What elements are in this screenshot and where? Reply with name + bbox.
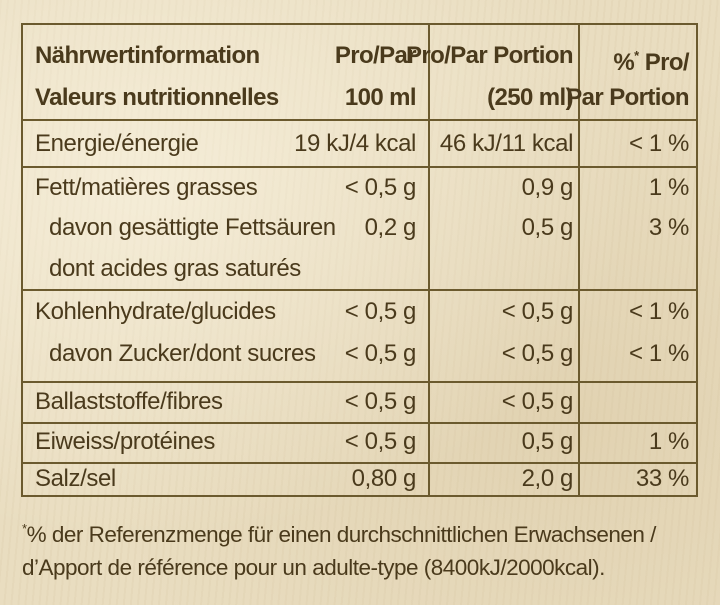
row-label: dont acides gras saturés [49, 255, 301, 282]
footnote: *% der Referenzmenge für einen durchschn… [22, 512, 702, 584]
column-divider [428, 25, 430, 495]
row-pct: 33 % [635, 465, 690, 492]
row-portion: < 0,5 g [501, 388, 574, 415]
row-pct: < 1 % [628, 130, 689, 157]
row-label: Eiweiss/protéines [35, 428, 215, 455]
row-divider [23, 381, 696, 383]
footnote-line1: *% der Referenzmenge für einen durchschn… [22, 521, 656, 547]
row-per100: < 0,5 g [344, 428, 417, 455]
footnote-line2: d’Apport de référence pour un adulte-typ… [22, 555, 605, 580]
row-per100: 0,80 g [351, 465, 417, 492]
row-label: Energie/énergie [35, 130, 199, 157]
header-pct-line2: Par Portion [566, 84, 689, 111]
row-per100: < 0,5 g [344, 298, 417, 325]
row-pct: < 1 % [628, 340, 689, 367]
row-divider [23, 462, 696, 464]
row-per100: < 0,5 g [344, 340, 417, 367]
row-portion: < 0,5 g [501, 298, 574, 325]
header-per100-line1: Pro/Par [334, 42, 417, 69]
header-per100-line2: 100 ml [344, 84, 417, 111]
row-per100: 19 kJ/4 kcal [294, 130, 416, 157]
row-divider [23, 166, 696, 168]
nutrition-table: Nährwertinformation Valeurs nutritionnel… [21, 23, 698, 497]
row-portion: 0,5 g [521, 214, 574, 241]
row-label: Ballaststoffe/fibres [35, 388, 223, 415]
row-portion: 46 kJ/11 kcal [439, 130, 573, 157]
row-per100: 0,2 g [364, 214, 417, 241]
row-pct: 1 % [648, 428, 690, 455]
row-label: davon gesättigte Fettsäuren [49, 214, 336, 241]
row-divider [23, 422, 696, 424]
header-label-fr: Valeurs nutritionnelles [35, 84, 279, 111]
row-divider [23, 119, 696, 121]
row-portion: 0,9 g [521, 174, 574, 201]
row-label: Fett/matières grasses [35, 174, 258, 201]
row-label: davon Zucker/dont sucres [49, 340, 316, 367]
column-divider [578, 25, 580, 495]
header-portion-line2: (250 ml) [487, 84, 574, 111]
row-pct: 3 % [648, 214, 690, 241]
row-pct: < 1 % [628, 298, 689, 325]
row-portion: 2,0 g [521, 465, 574, 492]
row-divider [23, 289, 696, 291]
header-label-de: Nährwertinformation [35, 42, 260, 69]
row-portion: < 0,5 g [501, 340, 574, 367]
row-label: Kohlenhydrate/glucides [35, 298, 276, 325]
row-pct: 1 % [648, 174, 690, 201]
row-portion: 0,5 g [521, 428, 574, 455]
header-portion-line1: Pro/Par Portion [405, 42, 574, 69]
row-per100: < 0,5 g [344, 174, 417, 201]
header-pct-line1: %* Pro/ [613, 48, 689, 76]
row-per100: < 0,5 g [344, 388, 417, 415]
row-label: Salz/sel [35, 465, 116, 492]
